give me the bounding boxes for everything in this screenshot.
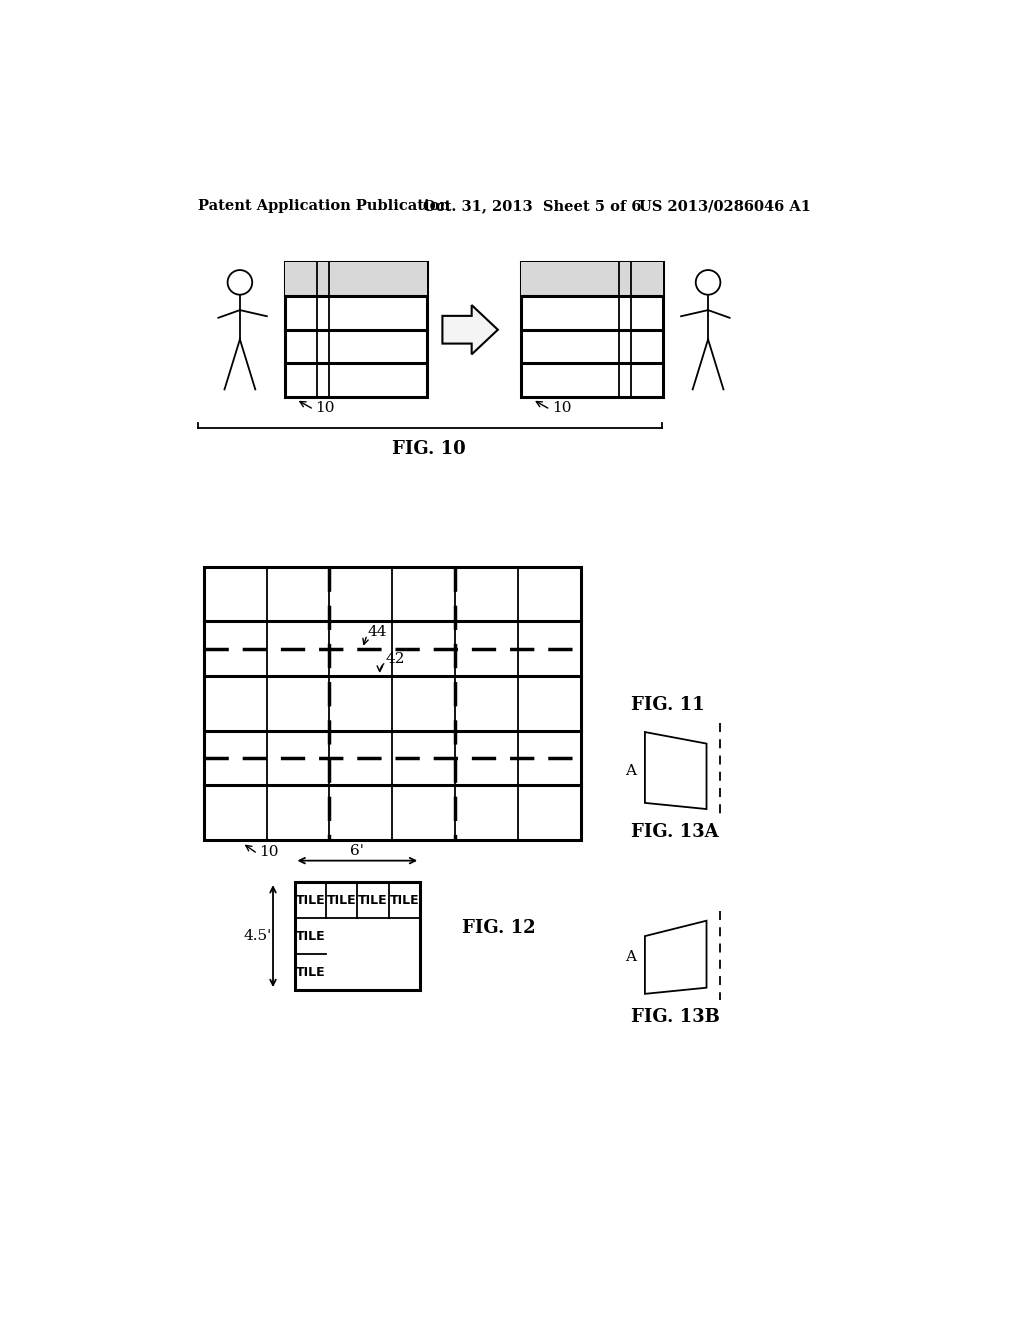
Polygon shape	[285, 263, 427, 296]
Text: 42: 42	[386, 652, 406, 665]
Text: TILE: TILE	[296, 929, 325, 942]
Text: TILE: TILE	[296, 894, 325, 907]
Text: 10: 10	[552, 401, 571, 414]
Text: 4.5': 4.5'	[244, 929, 271, 942]
Text: 10: 10	[315, 401, 335, 414]
Text: FIG. 12: FIG. 12	[462, 920, 536, 937]
Text: A: A	[625, 950, 636, 965]
Text: TILE: TILE	[327, 894, 356, 907]
Text: US 2013/0286046 A1: US 2013/0286046 A1	[639, 199, 811, 213]
Polygon shape	[442, 305, 498, 354]
Text: 10: 10	[259, 845, 279, 859]
Text: Patent Application Publication: Patent Application Publication	[199, 199, 451, 213]
Text: Oct. 31, 2013  Sheet 5 of 6: Oct. 31, 2013 Sheet 5 of 6	[423, 199, 642, 213]
Polygon shape	[521, 263, 664, 296]
Text: 44: 44	[367, 624, 387, 639]
Text: 6': 6'	[350, 845, 365, 858]
Text: FIG. 13B: FIG. 13B	[631, 1008, 720, 1026]
Text: FIG. 10: FIG. 10	[392, 441, 466, 458]
Text: FIG. 11: FIG. 11	[631, 696, 705, 714]
Text: FIG. 13A: FIG. 13A	[631, 824, 719, 841]
Text: A: A	[625, 763, 636, 777]
Text: TILE: TILE	[296, 965, 325, 978]
Text: TILE: TILE	[389, 894, 419, 907]
Text: TILE: TILE	[358, 894, 388, 907]
